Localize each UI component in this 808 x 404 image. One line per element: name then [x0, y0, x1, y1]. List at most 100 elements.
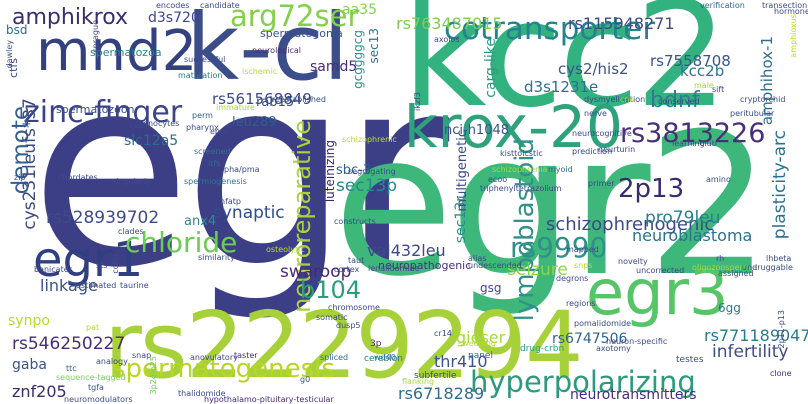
word: val432leu	[367, 241, 446, 260]
word: b104	[300, 276, 362, 304]
word: mapped	[566, 245, 599, 254]
word: swaroop	[280, 262, 352, 282]
word: anovulatory	[190, 353, 238, 362]
word: drug-crbn	[520, 344, 565, 354]
word: neuroblastoma	[632, 226, 753, 245]
word: spermatozoa	[90, 46, 162, 59]
word: 6gg	[718, 301, 741, 315]
word: d3s1231e	[524, 78, 599, 96]
word: candidate	[200, 1, 240, 10]
word: undruggable	[742, 263, 793, 272]
word: synaptic	[213, 203, 285, 223]
word: testes	[676, 355, 704, 365]
word: dysmyelination	[584, 95, 646, 104]
word: aa35	[342, 2, 377, 18]
word: zinc-finger	[24, 95, 183, 130]
word: learning	[672, 139, 705, 148]
word: verification	[700, 1, 745, 10]
word: hyperpolarizing	[470, 365, 696, 399]
word: uncorrected	[636, 266, 685, 275]
word: nerve	[584, 109, 607, 118]
word: znf205	[12, 382, 67, 401]
word: 3p	[370, 339, 382, 349]
word: neuron-specific	[606, 337, 668, 346]
word: ttc	[66, 364, 77, 373]
word: kcc2b	[680, 62, 725, 80]
word: 2p11-p13	[777, 310, 786, 349]
word: singularly	[112, 177, 151, 186]
word: 3p24-p25	[149, 356, 158, 395]
word: reestablished	[272, 95, 326, 104]
word: novelty	[618, 257, 648, 266]
word: g0	[300, 375, 311, 384]
word: seizure	[507, 260, 568, 280]
word: rs546250227	[12, 334, 126, 354]
word: myoid	[548, 165, 573, 174]
word: pharynx	[186, 123, 219, 132]
word: osteolytic	[266, 245, 305, 254]
word: neurotransmitters	[570, 387, 697, 403]
word: maturation	[178, 71, 223, 80]
word: rapid	[130, 121, 151, 130]
word: taster	[234, 351, 258, 360]
word: nss	[380, 403, 393, 404]
word: thr410	[434, 352, 488, 371]
word: male	[694, 81, 714, 90]
word: egr	[30, 20, 449, 325]
word: cotransporter	[444, 11, 656, 47]
word: gaba	[12, 357, 47, 373]
word: panel	[468, 351, 493, 361]
word: pro79leu	[645, 208, 721, 228]
word: cryptorchid	[740, 95, 786, 104]
word: clades	[118, 227, 144, 236]
word: cortex	[334, 265, 360, 274]
word: perm	[192, 111, 213, 120]
word: axolos	[434, 35, 460, 44]
word: amphioxus	[789, 14, 798, 58]
word: undescended	[468, 261, 522, 270]
word: oligozoospermia	[692, 263, 758, 272]
word: d3s720	[148, 10, 200, 26]
word: taurine	[120, 281, 149, 290]
word: snap	[132, 351, 152, 360]
word: k-cl	[186, 0, 349, 101]
word: plasticity-arc	[770, 130, 790, 240]
word: tgfa	[88, 383, 104, 392]
word: sprague	[91, 20, 100, 53]
word: ischemic	[242, 67, 278, 76]
word: pomalidomide	[574, 319, 632, 328]
word: hypothalamo-pituitary-testicular	[204, 395, 334, 404]
word: prediction	[572, 147, 613, 156]
word: gonocytes	[138, 119, 180, 128]
word: sweeping	[458, 339, 497, 348]
word: spermatogenesis	[112, 354, 335, 384]
word: egr1	[33, 232, 144, 288]
word: cr14	[434, 329, 452, 338]
word: transection	[762, 1, 808, 10]
word: mnd2	[36, 19, 198, 84]
word: spermiogenesis	[184, 177, 247, 186]
word: pat	[86, 323, 100, 332]
word: chordates	[58, 173, 98, 182]
word: rs771189047	[704, 326, 808, 345]
word: kisttoicstic	[500, 149, 543, 158]
word: rs115948271	[568, 14, 675, 33]
word: neurturin	[598, 145, 636, 154]
word: synpo	[8, 313, 50, 329]
word: dusp5	[336, 321, 361, 330]
word: analogy	[96, 357, 128, 366]
word: thalidomide	[178, 389, 226, 398]
word: sbc-3	[336, 163, 372, 178]
word: egr3	[586, 256, 729, 329]
word: ecoo	[488, 175, 508, 184]
word: slc12a5	[124, 133, 179, 149]
word: encodes	[156, 1, 190, 10]
word: 2p13	[618, 174, 685, 204]
word: somatic	[316, 313, 348, 322]
word: wd40	[374, 353, 396, 362]
word: cys2/his2	[558, 60, 629, 78]
word: rs763487015	[396, 14, 503, 33]
word: chloride	[125, 226, 238, 259]
word: sift	[712, 85, 725, 94]
